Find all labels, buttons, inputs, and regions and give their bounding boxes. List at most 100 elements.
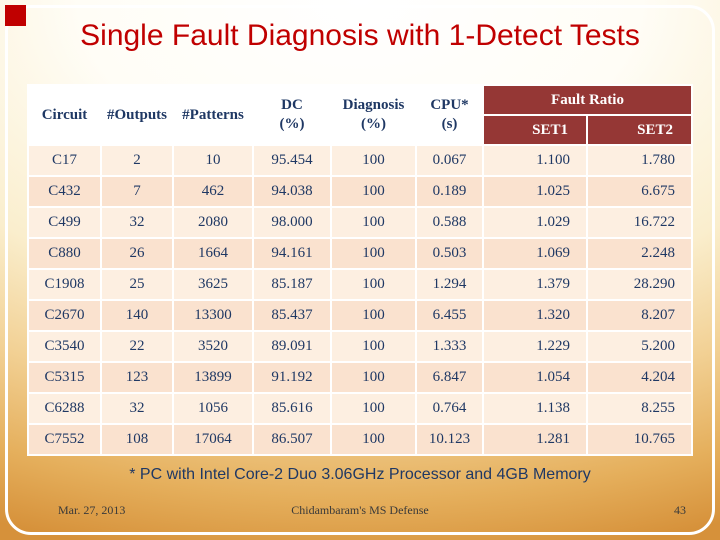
cell-set1: 1.379 (482, 268, 588, 301)
table-row: C499 32 2080 98.000 100 0.588 1.029 16.7… (27, 206, 693, 239)
header-patterns: #Patterns (172, 84, 254, 146)
cell-set2: 10.765 (586, 423, 693, 456)
cell-outputs: 108 (100, 423, 174, 456)
cell-dc: 86.507 (252, 423, 332, 456)
cell-set1: 1.281 (482, 423, 588, 456)
cell-outputs: 7 (100, 175, 174, 208)
cell-diagnosis: 100 (330, 392, 417, 425)
cell-dc: 85.437 (252, 299, 332, 332)
cell-diagnosis: 100 (330, 237, 417, 270)
cell-set1: 1.320 (482, 299, 588, 332)
header-row-1: Circuit #Outputs #Patterns DC (%) Diagno… (27, 84, 693, 146)
cell-set1: 1.100 (482, 144, 588, 177)
cell-dc: 95.454 (252, 144, 332, 177)
cell-set2: 2.248 (586, 237, 693, 270)
cell-cpu: 0.764 (415, 392, 484, 425)
page-number: 43 (674, 503, 686, 517)
header-diagnosis: Diagnosis (%) (330, 84, 417, 146)
cell-set1: 1.069 (482, 237, 588, 270)
cell-patterns: 3625 (172, 268, 254, 301)
cell-set1: 1.029 (482, 206, 588, 239)
table-header: Circuit #Outputs #Patterns DC (%) Diagno… (27, 84, 693, 146)
results-table: Circuit #Outputs #Patterns DC (%) Diagno… (27, 84, 693, 456)
cell-circuit: C880 (27, 237, 102, 270)
cell-set2: 8.207 (586, 299, 693, 332)
cell-set2: 5.200 (586, 330, 693, 363)
cell-set2: 8.255 (586, 392, 693, 425)
header-set1: SET1 (482, 114, 588, 146)
cell-diagnosis: 100 (330, 268, 417, 301)
footer-date: Mar. 27, 2013 (58, 503, 126, 517)
cell-set1: 1.229 (482, 330, 588, 363)
table-row: C880 26 1664 94.161 100 0.503 1.069 2.24… (27, 237, 693, 270)
cell-patterns: 13899 (172, 361, 254, 394)
cell-dc: 91.192 (252, 361, 332, 394)
cell-cpu: 1.333 (415, 330, 484, 363)
cell-cpu: 0.503 (415, 237, 484, 270)
cell-set2: 1.780 (586, 144, 693, 177)
cell-outputs: 140 (100, 299, 174, 332)
slide-title: Single Fault Diagnosis with 1-Detect Tes… (80, 19, 640, 52)
cell-cpu: 1.294 (415, 268, 484, 301)
cell-cpu: 6.847 (415, 361, 484, 394)
cell-dc: 85.187 (252, 268, 332, 301)
header-circuit: Circuit (27, 84, 102, 146)
cell-patterns: 1664 (172, 237, 254, 270)
cell-diagnosis: 100 (330, 330, 417, 363)
cell-dc: 94.161 (252, 237, 332, 270)
table-body: C17 2 10 95.454 100 0.067 1.100 1.780 C4… (27, 144, 693, 456)
table-row: C3540 22 3520 89.091 100 1.333 1.229 5.2… (27, 330, 693, 363)
cell-patterns: 13300 (172, 299, 254, 332)
cell-outputs: 25 (100, 268, 174, 301)
cell-set1: 1.025 (482, 175, 588, 208)
cell-set2: 4.204 (586, 361, 693, 394)
table-row: C1908 25 3625 85.187 100 1.294 1.379 28.… (27, 268, 693, 301)
cell-patterns: 462 (172, 175, 254, 208)
cell-cpu: 6.455 (415, 299, 484, 332)
cell-diagnosis: 100 (330, 361, 417, 394)
cell-patterns: 2080 (172, 206, 254, 239)
cell-diagnosis: 100 (330, 423, 417, 456)
table-row: C7552 108 17064 86.507 100 10.123 1.281 … (27, 423, 693, 456)
cell-set2: 6.675 (586, 175, 693, 208)
cell-cpu: 0.588 (415, 206, 484, 239)
cell-outputs: 32 (100, 206, 174, 239)
cell-outputs: 26 (100, 237, 174, 270)
cell-cpu: 0.067 (415, 144, 484, 177)
cell-diagnosis: 100 (330, 299, 417, 332)
header-set2: SET2 (586, 114, 693, 146)
table-row: C432 7 462 94.038 100 0.189 1.025 6.675 (27, 175, 693, 208)
cell-patterns: 10 (172, 144, 254, 177)
header-fault-ratio: Fault Ratio (482, 84, 693, 116)
cell-diagnosis: 100 (330, 206, 417, 239)
cell-patterns: 1056 (172, 392, 254, 425)
header-outputs: #Outputs (100, 84, 174, 146)
cell-outputs: 123 (100, 361, 174, 394)
cell-circuit: C499 (27, 206, 102, 239)
cell-circuit: C3540 (27, 330, 102, 363)
cell-patterns: 3520 (172, 330, 254, 363)
cell-outputs: 2 (100, 144, 174, 177)
cell-set1: 1.138 (482, 392, 588, 425)
cell-dc: 85.616 (252, 392, 332, 425)
cell-outputs: 22 (100, 330, 174, 363)
corner-accent (5, 5, 26, 26)
cell-dc: 98.000 (252, 206, 332, 239)
cell-cpu: 0.189 (415, 175, 484, 208)
cell-set2: 28.290 (586, 268, 693, 301)
table-row: C5315 123 13899 91.192 100 6.847 1.054 4… (27, 361, 693, 394)
footer-presentation-title: Chidambaram's MS Defense (291, 503, 429, 517)
header-dc: DC (%) (252, 84, 332, 146)
cell-circuit: C6288 (27, 392, 102, 425)
cell-set1: 1.054 (482, 361, 588, 394)
cell-set2: 16.722 (586, 206, 693, 239)
footnote: * PC with Intel Core-2 Duo 3.06GHz Proce… (129, 466, 591, 483)
cell-circuit: C432 (27, 175, 102, 208)
cell-diagnosis: 100 (330, 144, 417, 177)
cell-circuit: C5315 (27, 361, 102, 394)
cell-cpu: 10.123 (415, 423, 484, 456)
cell-circuit: C1908 (27, 268, 102, 301)
table-row: C6288 32 1056 85.616 100 0.764 1.138 8.2… (27, 392, 693, 425)
cell-circuit: C2670 (27, 299, 102, 332)
cell-diagnosis: 100 (330, 175, 417, 208)
